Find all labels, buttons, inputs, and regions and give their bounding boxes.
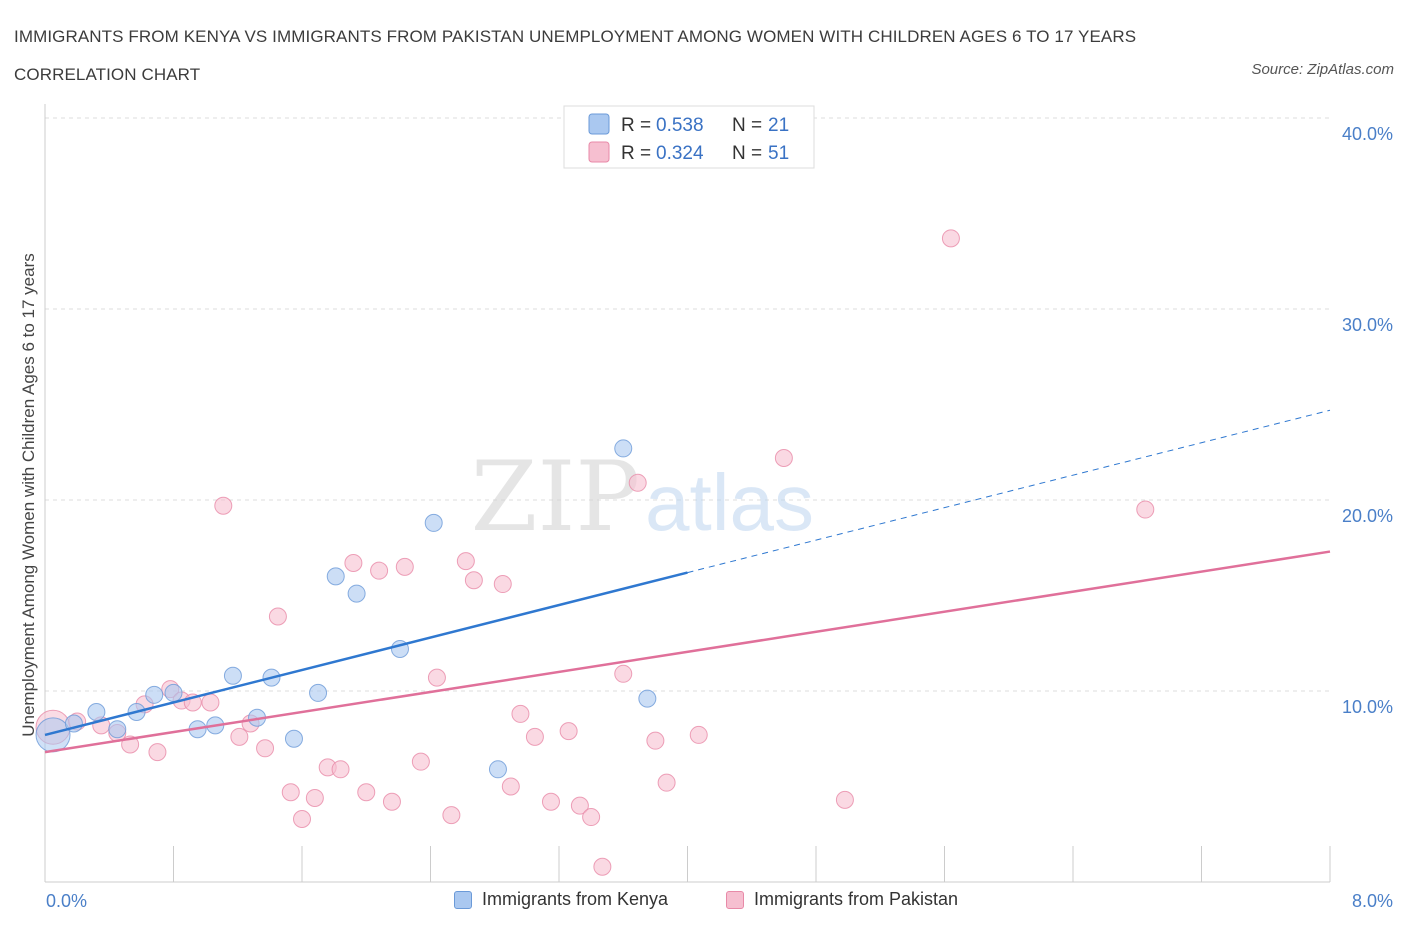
y-axis-label: Unemployment Among Women with Children A… [19, 253, 38, 737]
pakistan-point-35 [541, 792, 560, 811]
pakistan-point-30 [464, 571, 483, 590]
pakistan-point-45 [774, 448, 793, 467]
kenya-point-19 [614, 439, 633, 458]
bottom-legend-swatch-kenya [454, 890, 472, 909]
kenya-point-12 [284, 729, 303, 748]
pakistan-point-22 [357, 783, 376, 802]
pakistan-point-16 [281, 783, 300, 802]
legend-pakistan-n-value: 51 [768, 143, 789, 164]
y-tick-label-3: 40.0% [1342, 124, 1393, 144]
pakistan-point-47 [941, 229, 960, 248]
data-points [35, 229, 1155, 876]
pakistan-point-24 [382, 792, 401, 811]
kenya-trend-line-extension [687, 409, 1331, 574]
kenya-point-15 [347, 584, 366, 603]
pakistan-point-41 [628, 473, 647, 492]
legend-kenya-n-value: 21 [768, 115, 789, 136]
watermark-atlas: atlas [645, 458, 814, 547]
legend-kenya-n-label: N = [732, 115, 762, 136]
pakistan-point-36 [559, 722, 578, 741]
pakistan-point-17 [293, 809, 311, 828]
pakistan-point-25 [395, 557, 414, 576]
pakistan-point-43 [657, 773, 676, 792]
y-tick-label-0: 10.0% [1342, 697, 1393, 717]
pakistan-point-21 [344, 554, 363, 573]
y-tick-label-2: 30.0% [1342, 315, 1393, 335]
legend-pakistan-r-label: R = [621, 143, 651, 164]
pakistan-point-26 [411, 752, 430, 771]
kenya-point-13 [309, 683, 328, 702]
top-legend: R = 0.538 N = 21 R = 0.324 N = 51 [563, 105, 815, 169]
pakistan-point-37 [570, 796, 589, 815]
legend-kenya-r-value: 0.538 [656, 115, 704, 136]
source-credit: Source: ZipAtlas.com [1251, 61, 1394, 78]
kenya-point-5 [145, 685, 164, 704]
pakistan-point-15 [268, 607, 287, 626]
pakistan-point-18 [305, 788, 324, 807]
bottom-legend-kenya: Immigrants from Kenya [454, 889, 668, 910]
pakistan-point-10 [201, 693, 220, 712]
kenya-point-2 [87, 703, 106, 722]
legend-swatch-pakistan [588, 141, 610, 163]
legend-swatch-kenya [588, 113, 610, 135]
pakistan-point-46 [835, 790, 854, 809]
watermark-zip: ZIP [471, 441, 640, 553]
kenya-point-6 [164, 683, 183, 702]
x-tick-label-max: 8.0% [1352, 891, 1393, 911]
pakistan-trend-line [44, 550, 1331, 754]
kenya-point-17 [424, 513, 443, 532]
axes [44, 104, 1331, 883]
pakistan-point-40 [614, 664, 633, 683]
kenya-point-18 [488, 760, 507, 779]
grid-lines [45, 117, 1330, 692]
y-tick-label-1: 20.0% [1342, 506, 1393, 526]
legend-pakistan-r-value: 0.324 [656, 143, 704, 164]
pakistan-point-12 [230, 727, 249, 746]
pakistan-point-23 [370, 561, 389, 580]
trend-lines [44, 409, 1331, 754]
kenya-trend-line [44, 571, 688, 737]
pakistan-point-29 [456, 552, 475, 571]
bottom-legend: Immigrants from Kenya Immigrants from Pa… [0, 889, 1406, 915]
legend-kenya-r-label: R = [621, 115, 651, 136]
bottom-legend-kenya-label: Immigrants from Kenya [482, 889, 669, 909]
pakistan-point-32 [501, 777, 520, 796]
pakistan-point-48 [1136, 500, 1155, 519]
pakistan-point-14 [256, 739, 275, 758]
pakistan-point-39 [593, 857, 612, 876]
pakistan-point-38 [582, 808, 601, 827]
pakistan-point-27 [427, 668, 446, 687]
y-tick-labels: 10.0% 20.0% 30.0% 40.0% [1342, 124, 1393, 717]
chart-title: IMMIGRANTS FROM KENYA VS IMMIGRANTS FROM… [14, 27, 1137, 84]
kenya-point-14 [326, 567, 345, 586]
pakistan-point-28 [442, 806, 461, 825]
pakistan-point-31 [493, 575, 512, 594]
pakistan-point-11 [214, 496, 233, 515]
pakistan-point-44 [689, 725, 708, 744]
bottom-legend-pakistan: Immigrants from Pakistan [726, 889, 958, 910]
bottom-legend-swatch-pakistan [726, 890, 744, 909]
kenya-point-20 [638, 689, 657, 708]
kenya-point-9 [223, 666, 242, 685]
pakistan-point-20 [331, 760, 350, 779]
pakistan-point-33 [511, 704, 530, 723]
pakistan-point-6 [148, 743, 167, 762]
pakistan-point-34 [525, 727, 544, 746]
x-tick-label-min: 0.0% [46, 891, 87, 911]
bottom-legend-pakistan-label: Immigrants from Pakistan [754, 889, 959, 909]
pakistan-point-42 [646, 731, 665, 750]
kenya-point-3 [108, 720, 127, 739]
legend-pakistan-n-label: N = [732, 143, 762, 164]
